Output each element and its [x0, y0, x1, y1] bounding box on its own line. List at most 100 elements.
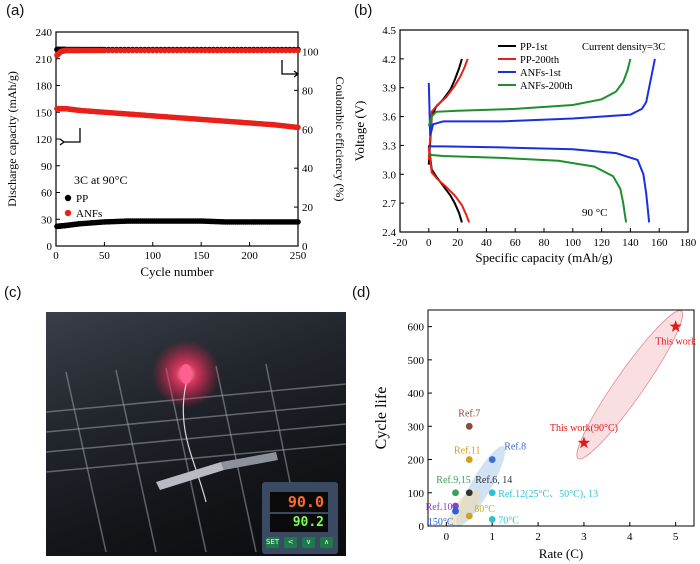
y-tick-label: 180	[36, 81, 53, 93]
point-label: Ref.12(25°C、50°C), 13	[498, 489, 598, 500]
y2-tick-label: 80	[302, 85, 314, 97]
y-tick-label: 30	[41, 214, 53, 226]
data-point	[452, 507, 459, 515]
y-tick-label: 3.0	[382, 169, 396, 181]
discharge-curve	[428, 144, 651, 223]
data-point	[206, 47, 213, 54]
data-point	[465, 456, 473, 463]
point-label: Ref.6, 14	[475, 475, 512, 486]
data-point-star	[577, 436, 591, 449]
charge-curve	[427, 58, 656, 137]
x-tick-label: 0	[444, 531, 450, 543]
series-anfs-1st	[427, 58, 656, 223]
data-point	[125, 47, 132, 54]
y-tick-label: 3.6	[382, 112, 396, 124]
data-point	[488, 456, 496, 463]
legend-label-pp: PP	[76, 193, 88, 205]
data-point	[182, 47, 188, 54]
data-point	[226, 47, 233, 54]
x-axis-label: Rate (C)	[539, 546, 583, 561]
data-point	[488, 515, 496, 523]
data-point	[137, 47, 144, 54]
data-point	[283, 47, 289, 54]
x-tick-label: 0	[426, 237, 432, 249]
series-anfs	[54, 105, 301, 131]
y-tick-label: 0	[47, 241, 53, 253]
x-tick-label: 160	[651, 237, 668, 249]
y-tick-label: 3.9	[382, 83, 396, 95]
y-tick-label: 100	[408, 488, 425, 500]
data-point	[275, 47, 281, 54]
point-label: 80°C	[474, 504, 495, 515]
meter-button-down: ∨	[302, 537, 315, 548]
led-wire	[182, 383, 207, 503]
point-label: This work(90°C)	[550, 423, 618, 434]
data-point	[109, 47, 116, 54]
y-tick-label: 4.5	[382, 25, 396, 37]
series-anfs-ce	[54, 47, 301, 59]
y-tick-label: 240	[36, 27, 53, 39]
y-tick-label: 500	[408, 355, 425, 367]
data-point	[214, 47, 221, 54]
y-tick-label: 400	[408, 388, 425, 400]
panel-c: (c)	[0, 282, 350, 564]
x-tick-label: 2	[535, 531, 541, 543]
legend-label: ANFs-1st	[520, 68, 561, 79]
series-pp-200th	[427, 58, 471, 223]
x-tick-label: 80	[539, 237, 551, 249]
data-point	[465, 512, 473, 520]
point-label: Ref.11	[454, 446, 481, 457]
point-label: Ref.10	[426, 502, 453, 513]
data-point	[279, 47, 285, 54]
data-point	[186, 47, 192, 54]
photo-scene	[46, 340, 346, 553]
x-tick-label: 1	[489, 531, 495, 543]
data-point	[246, 47, 253, 54]
y2-tick-label: 40	[302, 163, 314, 175]
meter-reading: 90.2	[270, 514, 328, 532]
discharge-curve	[428, 152, 628, 223]
legend-label: PP-200th	[520, 55, 560, 66]
chart-a: 0 50 100 150 200 2500306090120150180210240020…	[5, 27, 347, 279]
chart-d: 0 1 2 3 4 5 0 100 200 300 400 500 600 Rate (C) Cycle l…	[373, 309, 696, 561]
y-tick-label: 90	[41, 161, 53, 173]
point-label: 150°C	[428, 517, 454, 528]
arrow-right-axis	[281, 60, 298, 75]
data-point	[150, 47, 156, 54]
x-tick-label: 60	[510, 237, 522, 249]
data-point	[295, 47, 301, 54]
meter-buttons: SET < ∨ ∧	[266, 537, 336, 549]
y-axis-label: Voltage (V)	[352, 101, 367, 162]
y-tick-label: 150	[36, 107, 53, 119]
x-tick-label: 5	[673, 531, 679, 543]
data-point	[170, 47, 176, 54]
y-axis-label: Discharge capacity (mAh/g)	[5, 71, 19, 207]
y-tick-label: 600	[408, 322, 425, 334]
data-point	[452, 489, 459, 497]
y2-tick-label: 20	[302, 202, 314, 214]
x-tick-label: 50	[99, 250, 111, 262]
meter-button-set: SET	[266, 537, 280, 548]
x-tick-label: -20	[393, 237, 408, 249]
data-point	[101, 47, 108, 54]
panel-a: (a) 0 50 100 150 200 250 0 30 60 90 120 150 180 210 24…	[0, 0, 350, 282]
x-tick-label: 150	[193, 250, 210, 262]
point-label: Ref.7	[458, 408, 480, 419]
x-axis-label: Cycle number	[140, 264, 214, 279]
x-axis-label: Specific capacity (mAh/g)	[475, 250, 612, 265]
data-point	[141, 47, 148, 54]
highlight-this-work	[576, 310, 684, 460]
data-point-star	[669, 320, 682, 332]
arrowhead-left	[59, 138, 66, 146]
series-anfs-200th	[427, 58, 632, 223]
y-tick-label: 300	[408, 421, 425, 433]
data-point	[254, 47, 261, 54]
y-tick-label: 2.4	[382, 227, 396, 239]
clip-right	[221, 452, 278, 470]
plot-frame	[427, 309, 695, 527]
led-bulb	[180, 364, 192, 384]
x-tick-label: 180	[680, 237, 697, 249]
y2-axis-label: Coulombic efficiency (%)	[333, 76, 347, 201]
data-point	[242, 47, 249, 54]
data-point	[198, 47, 204, 54]
